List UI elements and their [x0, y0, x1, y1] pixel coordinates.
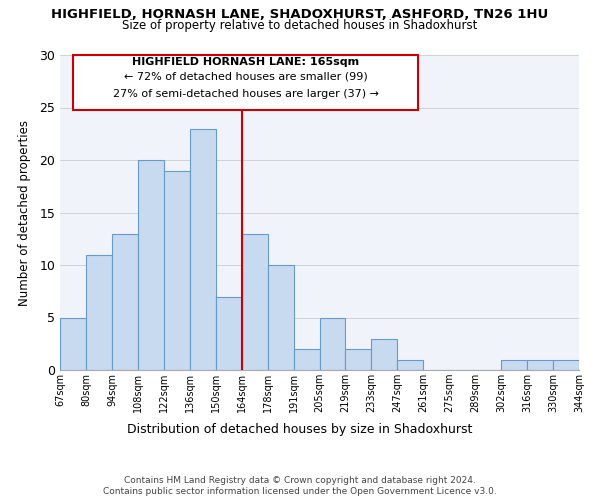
Text: Size of property relative to detached houses in Shadoxhurst: Size of property relative to detached ho… — [122, 19, 478, 32]
Text: HIGHFIELD HORNASH LANE: 165sqm: HIGHFIELD HORNASH LANE: 165sqm — [132, 56, 359, 66]
Bar — [86, 254, 112, 370]
Bar — [242, 234, 268, 370]
Bar — [268, 265, 293, 370]
Bar — [501, 360, 527, 370]
Bar — [553, 360, 579, 370]
Text: Distribution of detached houses by size in Shadoxhurst: Distribution of detached houses by size … — [127, 422, 473, 436]
Bar — [527, 360, 553, 370]
Bar — [320, 318, 346, 370]
Bar — [216, 296, 242, 370]
Bar — [293, 349, 320, 370]
FancyBboxPatch shape — [73, 55, 418, 110]
Text: HIGHFIELD, HORNASH LANE, SHADOXHURST, ASHFORD, TN26 1HU: HIGHFIELD, HORNASH LANE, SHADOXHURST, AS… — [52, 8, 548, 20]
Bar — [138, 160, 164, 370]
Bar — [346, 349, 371, 370]
Text: 27% of semi-detached houses are larger (37) →: 27% of semi-detached houses are larger (… — [113, 90, 379, 100]
Bar — [112, 234, 138, 370]
Y-axis label: Number of detached properties: Number of detached properties — [18, 120, 31, 306]
Text: Contains public sector information licensed under the Open Government Licence v3: Contains public sector information licen… — [103, 487, 497, 496]
Bar — [164, 170, 190, 370]
Text: ← 72% of detached houses are smaller (99): ← 72% of detached houses are smaller (99… — [124, 72, 367, 82]
Bar — [190, 128, 216, 370]
Bar — [371, 338, 397, 370]
Bar — [60, 318, 86, 370]
Text: Contains HM Land Registry data © Crown copyright and database right 2024.: Contains HM Land Registry data © Crown c… — [124, 476, 476, 485]
Bar — [397, 360, 424, 370]
